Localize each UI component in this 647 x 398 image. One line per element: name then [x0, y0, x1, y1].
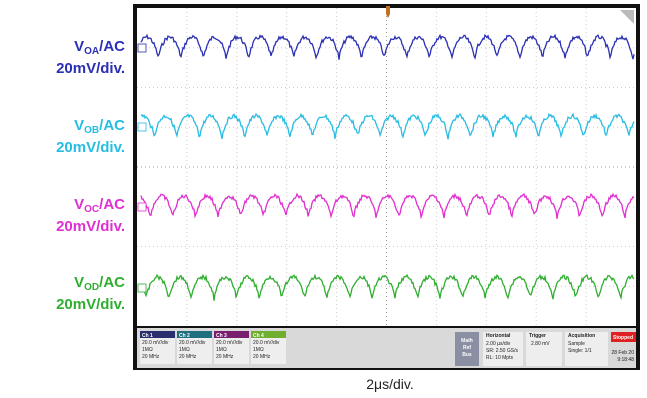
channel-box-line: 20.0 mV/div — [253, 340, 280, 346]
bus: Bus — [462, 352, 472, 358]
channel-box-line: 1MΩ — [142, 347, 153, 353]
sub: OA — [84, 46, 99, 57]
suffix: /AC — [99, 117, 125, 134]
horizontal-line: 2.00 µs/div — [486, 341, 511, 347]
sub: OB — [84, 125, 99, 136]
stopped: Stopped — [613, 335, 633, 341]
v: V — [74, 196, 84, 213]
channel-box-line: 20 MHz — [142, 354, 160, 360]
channel-box-title: Ch 4 — [253, 333, 264, 339]
ref: Ref — [463, 345, 471, 351]
time: 9:18:48 — [617, 357, 634, 363]
channel-box-title: Ch 3 — [216, 333, 227, 339]
suffix: /AC — [99, 196, 125, 213]
channel-label: VOA/AC — [74, 38, 125, 57]
math: Math — [461, 338, 473, 344]
trigger-title: Trigger — [529, 333, 546, 339]
channel-marker — [138, 284, 146, 292]
channel-box-line: 20.0 mV/div — [216, 340, 243, 346]
channel-box-line: 20.0 mV/div — [179, 340, 206, 346]
channel-marker — [138, 44, 146, 52]
channel-scale: 20mV/div. — [56, 60, 125, 77]
channel-box-title: Ch 1 — [142, 333, 153, 339]
channel-labels: VOA/AC 20mV/div. VOB/AC 20mV/div. VOC/AC… — [56, 38, 125, 313]
figure: VOA/AC 20mV/div. VOB/AC 20mV/div. VOC/AC… — [0, 0, 647, 398]
channel-marker — [138, 123, 146, 131]
channel-box-line: 20 MHz — [179, 354, 197, 360]
horizontal-line: SR: 2.50 GS/s — [486, 348, 518, 354]
v: V — [74, 274, 84, 291]
sub: OD — [84, 282, 99, 293]
channel-box-line: 20 MHz — [216, 354, 234, 360]
channel-box-title: Ch 2 — [179, 333, 190, 339]
channel-scale: 20mV/div. — [56, 218, 125, 235]
channel-box-line: 1MΩ — [253, 347, 264, 353]
channel-box-line: 1MΩ — [216, 347, 227, 353]
v: V — [74, 117, 84, 134]
suffix: /AC — [99, 38, 125, 55]
date: 28 Feb 20 — [611, 350, 634, 356]
timebase: 2μs/div. — [366, 376, 414, 392]
channel-label: VOC/AC — [74, 196, 125, 215]
acquisition-title: Acquisition — [568, 333, 595, 339]
horizontal-line: RL: 10 Mpts — [486, 355, 513, 361]
channel-label: VOB/AC — [74, 117, 125, 136]
suffix: /AC — [99, 274, 125, 291]
trigger-level: 2.80 mV — [531, 341, 550, 347]
channel-box-line: 20 MHz — [253, 354, 271, 360]
channel-scale: 20mV/div. — [56, 139, 125, 156]
channel-box-line: 20.0 mV/div — [142, 340, 169, 346]
channel-marker — [138, 203, 146, 211]
channel-scale: 20mV/div. — [56, 296, 125, 313]
horizontal-title: Horizontal — [486, 333, 511, 339]
sub: OC — [84, 204, 99, 215]
channel-label: VOD/AC — [74, 274, 125, 293]
acquisition-line: Sample — [568, 341, 585, 347]
channel-box-line: 1MΩ — [179, 347, 190, 353]
v: V — [74, 38, 84, 55]
acquisition-line: Single: 1/1 — [568, 348, 592, 354]
